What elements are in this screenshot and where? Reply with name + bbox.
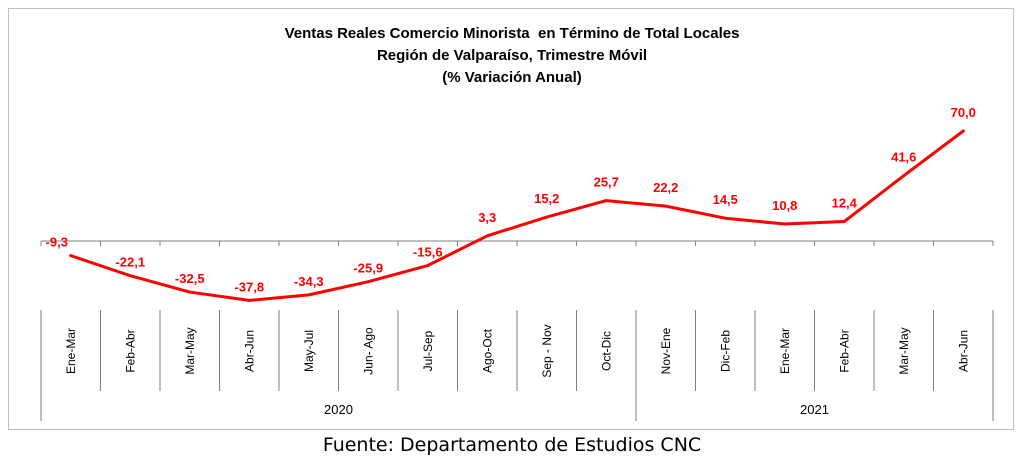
- x-tick-label: Ene-Mar: [64, 328, 78, 374]
- chart-title: Ventas Reales Comercio Minorista en Térm…: [9, 23, 1015, 89]
- data-label: 10,8: [772, 198, 797, 213]
- x-tick-label: Abr-Jun: [242, 330, 256, 372]
- x-tick-label: Oct-Dic: [599, 331, 613, 371]
- data-point: [961, 129, 965, 133]
- x-tick-label: Mar-May: [183, 327, 197, 374]
- chart-title-line-1: Ventas Reales Comercio Minorista en Térm…: [284, 25, 740, 42]
- series-line: [69, 129, 965, 302]
- data-point: [842, 220, 846, 224]
- data-label: 22,2: [653, 180, 678, 195]
- year-group-label: 2020: [324, 402, 353, 417]
- data-label: 12,4: [832, 196, 858, 211]
- x-tick-label: Nov-Ene: [659, 327, 673, 374]
- data-label: -25,9: [353, 261, 383, 276]
- data-label: -34,3: [294, 274, 324, 289]
- x-tick-label: Abr-Jun: [956, 330, 970, 372]
- data-label: -9,3: [46, 235, 68, 250]
- data-point: [307, 293, 311, 297]
- data-point: [188, 290, 192, 294]
- data-label: -37,8: [234, 279, 264, 294]
- data-point: [604, 199, 608, 203]
- data-label: -22,1: [115, 255, 145, 270]
- chart-title-line-3: (% Variación Anual): [442, 69, 582, 86]
- data-label: 70,0: [951, 105, 976, 120]
- data-label: 25,7: [594, 175, 619, 190]
- year-group-label: 2021: [800, 402, 829, 417]
- x-tick-label: Sep - Nov: [540, 324, 554, 377]
- data-label: -15,6: [413, 245, 443, 260]
- x-tick-label: Ene-Mar: [778, 328, 792, 374]
- x-tick-label: Jul-Sep: [421, 330, 435, 371]
- x-tick-label: Feb-Abr: [123, 329, 137, 372]
- data-label: 14,5: [713, 192, 738, 207]
- data-label: 15,2: [534, 191, 559, 206]
- x-tick-label: Mar-May: [897, 327, 911, 374]
- chart-title-line-2: Región de Valparaíso, Trimestre Móvil: [376, 47, 648, 64]
- x-tick-label: Ago-Oct: [480, 328, 494, 373]
- data-point: [723, 216, 727, 220]
- data-point: [366, 280, 370, 284]
- x-tick-label: Jun- Ago: [361, 327, 375, 375]
- data-point: [485, 234, 489, 238]
- data-label: -32,5: [175, 271, 205, 286]
- data-point: [664, 204, 668, 208]
- data-point: [426, 264, 430, 268]
- data-point: [902, 174, 906, 178]
- data-point: [128, 274, 132, 278]
- line-chart: Ene-Mar Feb-Abr Mar-May Abr-Jun May-Jul Jun- …: [40, 105, 994, 421]
- data-label: 41,6: [891, 150, 916, 165]
- data-point: [69, 254, 73, 258]
- x-tick-label: Feb-Abr: [837, 329, 851, 372]
- x-tick-label: Dic-Feb: [718, 330, 732, 372]
- data-point: [545, 215, 549, 219]
- data-point: [247, 298, 251, 302]
- data-label: 3,3: [478, 210, 496, 225]
- data-point: [783, 222, 787, 226]
- chart-frame: Ventas Reales Comercio Minorista en Térm…: [8, 8, 1014, 430]
- x-tick-label: May-Jul: [302, 330, 316, 372]
- source-note: Fuente: Departamento de Estudios CNC: [322, 434, 702, 456]
